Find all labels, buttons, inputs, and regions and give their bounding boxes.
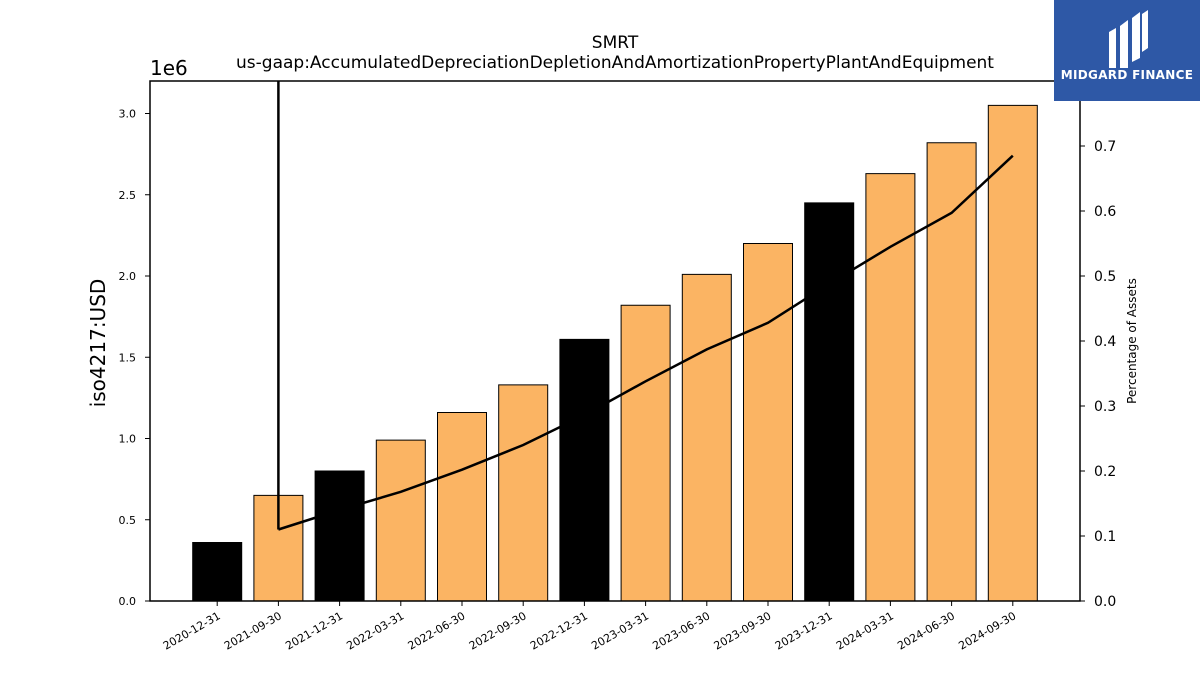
x-tick-label: 2024-06-30 <box>895 609 957 652</box>
x-tick-label: 2024-09-30 <box>956 609 1018 652</box>
x-tick-label: 2021-09-30 <box>222 609 284 652</box>
bar-2023-12-31 <box>804 202 855 602</box>
y-tick-label: 1.5 <box>119 351 137 364</box>
y-offset-label: 1e6 <box>150 56 188 80</box>
y2-axis-label: Percentage of Assets <box>1125 278 1139 404</box>
y-tick-label: 0.0 <box>119 595 137 608</box>
chart-title: SMRT <box>592 33 639 53</box>
y-tick-label: 0.5 <box>119 514 137 527</box>
bar-2024-09-30 <box>987 104 1038 602</box>
bar-2023-03-31 <box>620 304 671 602</box>
x-tick-label: 2022-09-30 <box>467 609 529 652</box>
bar-2022-12-31 <box>559 338 610 602</box>
bars-layer <box>192 104 1038 602</box>
bar-2023-09-30 <box>743 243 793 602</box>
brand-logo: MIDGARD FINANCE <box>1054 0 1200 101</box>
y-tick-label: 2.5 <box>119 189 137 202</box>
y2-tick-label: 0.2 <box>1094 464 1116 480</box>
y2-tick-label: 0.4 <box>1094 334 1116 350</box>
y2-tick-label: 0.0 <box>1094 594 1116 610</box>
y2-tick-label: 0.5 <box>1094 269 1116 285</box>
bar-2020-12-31 <box>192 542 243 602</box>
x-tick-label: 2023-03-31 <box>589 609 651 652</box>
bar-2022-09-30 <box>498 384 549 602</box>
bar-2023-06-30 <box>681 273 732 602</box>
x-tick-label: 2024-03-31 <box>834 609 896 652</box>
y-tick-label: 3.0 <box>119 108 137 121</box>
logo-text: MIDGARD FINANCE <box>1060 68 1194 82</box>
x-tick-label: 2023-12-31 <box>773 609 835 652</box>
x-tick-label: 2022-03-31 <box>344 609 406 652</box>
x-tick-label: 2023-06-30 <box>650 609 712 652</box>
x-tick-label: 2023-09-30 <box>712 609 774 652</box>
y-tick-label: 2.0 <box>119 270 137 283</box>
line-layer <box>277 81 1014 531</box>
logo-mark-icon <box>1109 10 1148 68</box>
bar-2022-06-30 <box>437 412 487 602</box>
x-tick-label: 2022-06-30 <box>406 609 468 652</box>
y2-tick-label: 0.6 <box>1094 204 1116 220</box>
y2-tick-label: 0.1 <box>1094 529 1116 545</box>
y2-tick-label: 0.7 <box>1094 139 1116 155</box>
y-tick-label: 1.0 <box>119 433 137 446</box>
bar-2022-03-31 <box>375 439 426 602</box>
bar-2024-06-30 <box>926 142 977 602</box>
bar-2021-12-31 <box>314 470 365 602</box>
bar-2024-03-31 <box>865 173 916 602</box>
percentage-line <box>278 154 1014 531</box>
y-axis-label: iso4217:USD <box>86 279 110 408</box>
x-tick-label: 2021-12-31 <box>283 609 345 652</box>
chart-subtitle: us-gaap:AccumulatedDepreciationDepletion… <box>236 53 994 73</box>
y2-tick-label: 0.3 <box>1094 399 1116 415</box>
x-tick-label: 2022-12-31 <box>528 609 590 652</box>
x-tick-label: 2020-12-31 <box>161 609 223 652</box>
